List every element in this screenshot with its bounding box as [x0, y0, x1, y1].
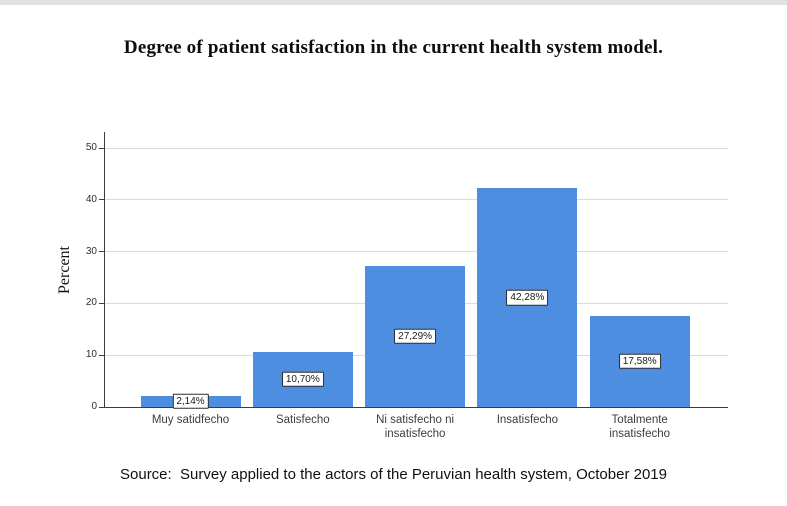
y-axis-tick-mark	[99, 406, 104, 408]
plot-area: 0 10 20 30 40 50 2,14% Muy satidfecho 10,70% Sati…	[86, 132, 728, 440]
y-axis-tick-label: 30	[85, 245, 97, 257]
y-axis-tick-label: 10	[85, 349, 97, 361]
y-axis-tick-mark	[99, 147, 104, 149]
bar-value-label: 2,14%	[172, 393, 209, 410]
bar-value-label: 27,29%	[394, 328, 437, 345]
x-axis-category-label: Totalmente insatisfecho	[609, 414, 671, 440]
y-axis-tick-mark	[99, 251, 104, 253]
bar-value-label: 17,58%	[618, 353, 661, 370]
gridline	[105, 251, 728, 253]
y-axis-tick-label: 50	[85, 142, 97, 154]
y-axis-tick-label: 40	[85, 193, 97, 205]
bar-value-label: 42,28%	[506, 289, 549, 306]
y-axis-tick-mark	[99, 199, 104, 201]
y-axis-tick-mark	[99, 354, 104, 356]
y-axis-tick-mark	[99, 302, 104, 304]
gridline	[105, 147, 728, 149]
x-axis-category-label: Satisfecho	[275, 414, 330, 426]
x-axis-category-label: Ni satisfecho ni insatisfecho	[376, 414, 455, 440]
x-axis-category-label: Insatisfecho	[496, 414, 559, 426]
source-note: Source: Survey applied to the actors of …	[120, 466, 667, 483]
window-top-strip	[0, 0, 787, 5]
bar-value-label: 10,70%	[281, 371, 324, 388]
y-axis-tick-label: 0	[91, 401, 97, 412]
x-axis-category-label: Muy satidfecho	[151, 414, 230, 426]
chart-title: Degree of patient satisfaction in the cu…	[123, 37, 664, 58]
gridline	[105, 199, 728, 201]
y-axis-title: Percent	[48, 132, 82, 407]
y-axis-tick-label: 20	[85, 297, 97, 309]
